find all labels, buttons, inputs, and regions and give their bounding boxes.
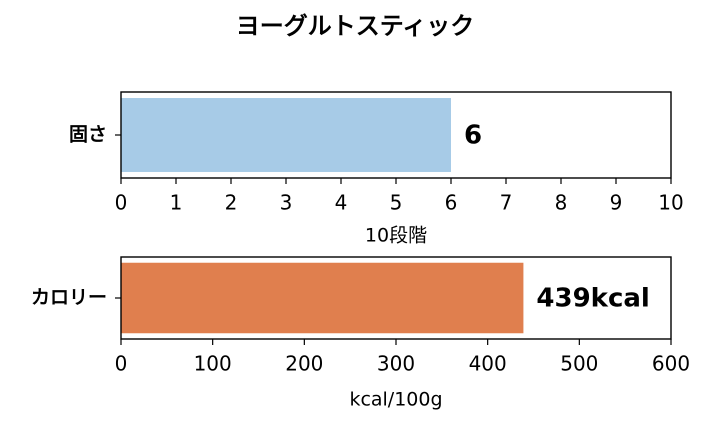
- x-tick-label: 100: [194, 352, 232, 376]
- x-tick-label: 7: [500, 191, 513, 215]
- x-tick-label: 600: [652, 352, 690, 376]
- figure-title: ヨーグルトスティック: [236, 12, 475, 40]
- y-tick-label: カロリー: [31, 287, 107, 309]
- x-tick-label: 4: [335, 191, 348, 215]
- x-tick-label: 9: [610, 191, 623, 215]
- x-tick-label: 2: [225, 191, 238, 215]
- bar: [121, 262, 524, 334]
- value-label: 439kcal: [536, 284, 649, 314]
- x-tick-label: 500: [560, 352, 598, 376]
- x-tick-label: 0: [115, 352, 128, 376]
- y-tick-label: 固さ: [69, 124, 107, 146]
- x-tick-label: 3: [280, 191, 293, 215]
- x-tick-label: 10: [658, 191, 683, 215]
- x-axis-label: kcal/100g: [349, 389, 442, 411]
- x-tick-label: 1: [170, 191, 183, 215]
- x-tick-label: 6: [445, 191, 458, 215]
- x-tick-label: 400: [469, 352, 507, 376]
- x-tick-label: 5: [390, 191, 403, 215]
- value-label: 6: [464, 121, 482, 151]
- x-tick-label: 300: [377, 352, 415, 376]
- x-tick-label: 200: [285, 352, 323, 376]
- x-tick-label: 0: [115, 191, 128, 215]
- bar: [121, 98, 451, 172]
- x-axis-label: 10段階: [365, 225, 427, 247]
- x-tick-label: 8: [555, 191, 568, 215]
